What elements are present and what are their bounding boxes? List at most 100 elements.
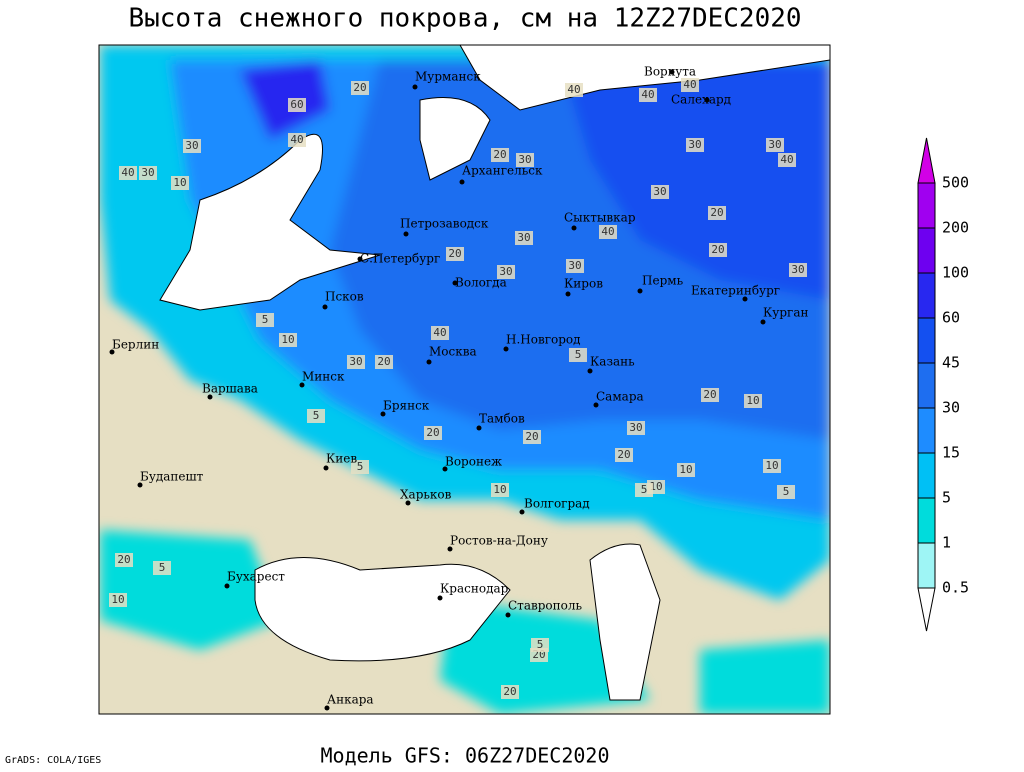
contour-label: 10: [679, 463, 692, 476]
contour-label-box: [686, 138, 704, 152]
city-label: Мурманск: [415, 70, 481, 84]
city-dot: [322, 304, 328, 310]
contour-label-box: [789, 263, 807, 277]
city-label: Киев: [326, 452, 357, 466]
contour-label: 10: [111, 593, 124, 606]
city-label: Ростов-на-Дону: [450, 534, 548, 548]
contour-label-box: [516, 153, 534, 167]
contour-label-box: [681, 78, 699, 92]
contour-label: 40: [601, 225, 614, 238]
contour-label: 40: [433, 326, 446, 339]
city-dot: [519, 509, 525, 515]
city-label: Брянск: [383, 399, 430, 413]
contour-label-box: [709, 243, 727, 257]
contour-label-box: [677, 463, 695, 477]
city-dot: [587, 368, 593, 374]
contour-label-box: [627, 421, 645, 435]
contour-label-box: [351, 81, 369, 95]
city-label: Тамбов: [479, 412, 525, 426]
contour-label: 5: [159, 561, 166, 574]
contour-label-box: [501, 685, 519, 699]
contour-label-box: [777, 485, 795, 499]
city-dot: [442, 466, 448, 472]
city-dot: [452, 280, 458, 286]
city-label: Ставрополь: [508, 599, 582, 613]
contour-label: 40: [780, 153, 793, 166]
contour-label: 10: [765, 459, 778, 472]
city-label: Салехард: [671, 93, 731, 107]
contour-label-box: [288, 133, 306, 147]
contour-label: 20: [703, 388, 716, 401]
map-title: Высота снежного покрова, см на 12Z27DEC2…: [128, 4, 801, 34]
contour-label-box: [744, 394, 762, 408]
contour-label: 30: [768, 138, 781, 151]
contour-label: 40: [290, 133, 303, 146]
city-dot: [412, 84, 418, 90]
city-dot: [476, 425, 482, 431]
city-dot: [503, 346, 509, 352]
colorbar-band: [917, 227, 936, 274]
city-dot: [459, 179, 465, 185]
contour-label: 5: [537, 638, 544, 651]
contour-label-box: [599, 225, 617, 239]
colorbar-label: 200: [942, 219, 969, 237]
city-dot: [224, 583, 230, 589]
colorbar-cap: [917, 137, 936, 184]
city-dot: [324, 705, 330, 711]
contour-label: 30: [568, 259, 581, 272]
city-label: Анкара: [327, 693, 374, 707]
colorbar-label: 60: [942, 309, 960, 327]
contour-label-box: [183, 139, 201, 153]
colorbar-label: 5: [942, 489, 951, 507]
city-label: Берлин: [112, 338, 159, 352]
contour-label-box: [256, 313, 274, 327]
city-label: Самара: [596, 390, 644, 404]
map-frame: [98, 44, 831, 715]
contour-label: 30: [499, 265, 512, 278]
city-label: Пермь: [642, 274, 684, 288]
contour-label-box: [139, 166, 157, 180]
contour-label-box: [523, 430, 541, 444]
colorbar-label: 15: [942, 444, 960, 462]
city-label: Сыктывкар: [564, 211, 636, 225]
contour-label: 20: [710, 206, 723, 219]
city-label: Вологда: [455, 276, 507, 290]
contour-label: 5: [783, 485, 790, 498]
city-dot: [405, 500, 411, 506]
contour-label: 40: [683, 78, 696, 91]
contour-label-box: [375, 355, 393, 369]
colorbar-label: 100: [942, 264, 969, 282]
city-dot: [505, 612, 511, 618]
contour-label-box: [778, 153, 796, 167]
contour-label-box: [651, 185, 669, 199]
city-dot: [323, 465, 329, 471]
contour-label-box: [431, 326, 449, 340]
city-dot: [447, 546, 453, 552]
credit: GrADS: COLA/IGES: [5, 755, 101, 766]
contour-label: 5: [262, 313, 269, 326]
city-label: Казань: [590, 355, 635, 369]
contour-label: 30: [629, 421, 642, 434]
contour-label-box: [307, 409, 325, 423]
colorbar: 500 200 100 60 45 30 15 5 1 0.5: [917, 137, 969, 632]
contour-label-box: [763, 459, 781, 473]
contour-label: 5: [575, 348, 582, 361]
contour-label: 20: [493, 148, 506, 161]
contour-label-box: [639, 88, 657, 102]
model-footer: Модель GFS: 06Z27DEC2020: [321, 744, 610, 768]
colorbar-band: [917, 362, 936, 409]
contour-label-box: [497, 265, 515, 279]
city-label: Москва: [429, 345, 477, 359]
city-dot: [571, 225, 577, 231]
colorbar-band: [917, 407, 936, 454]
city-dot: [426, 359, 432, 365]
city-dot: [437, 595, 443, 601]
colorbar-band: [917, 272, 936, 319]
colorbar-band: [917, 452, 936, 499]
city-label: Харьков: [400, 488, 452, 502]
city-label: Киров: [564, 277, 603, 291]
city-dot: [403, 231, 409, 237]
city-label: Екатеринбург: [691, 284, 780, 298]
colorbar-band: [917, 317, 936, 364]
city-dot: [207, 394, 213, 400]
